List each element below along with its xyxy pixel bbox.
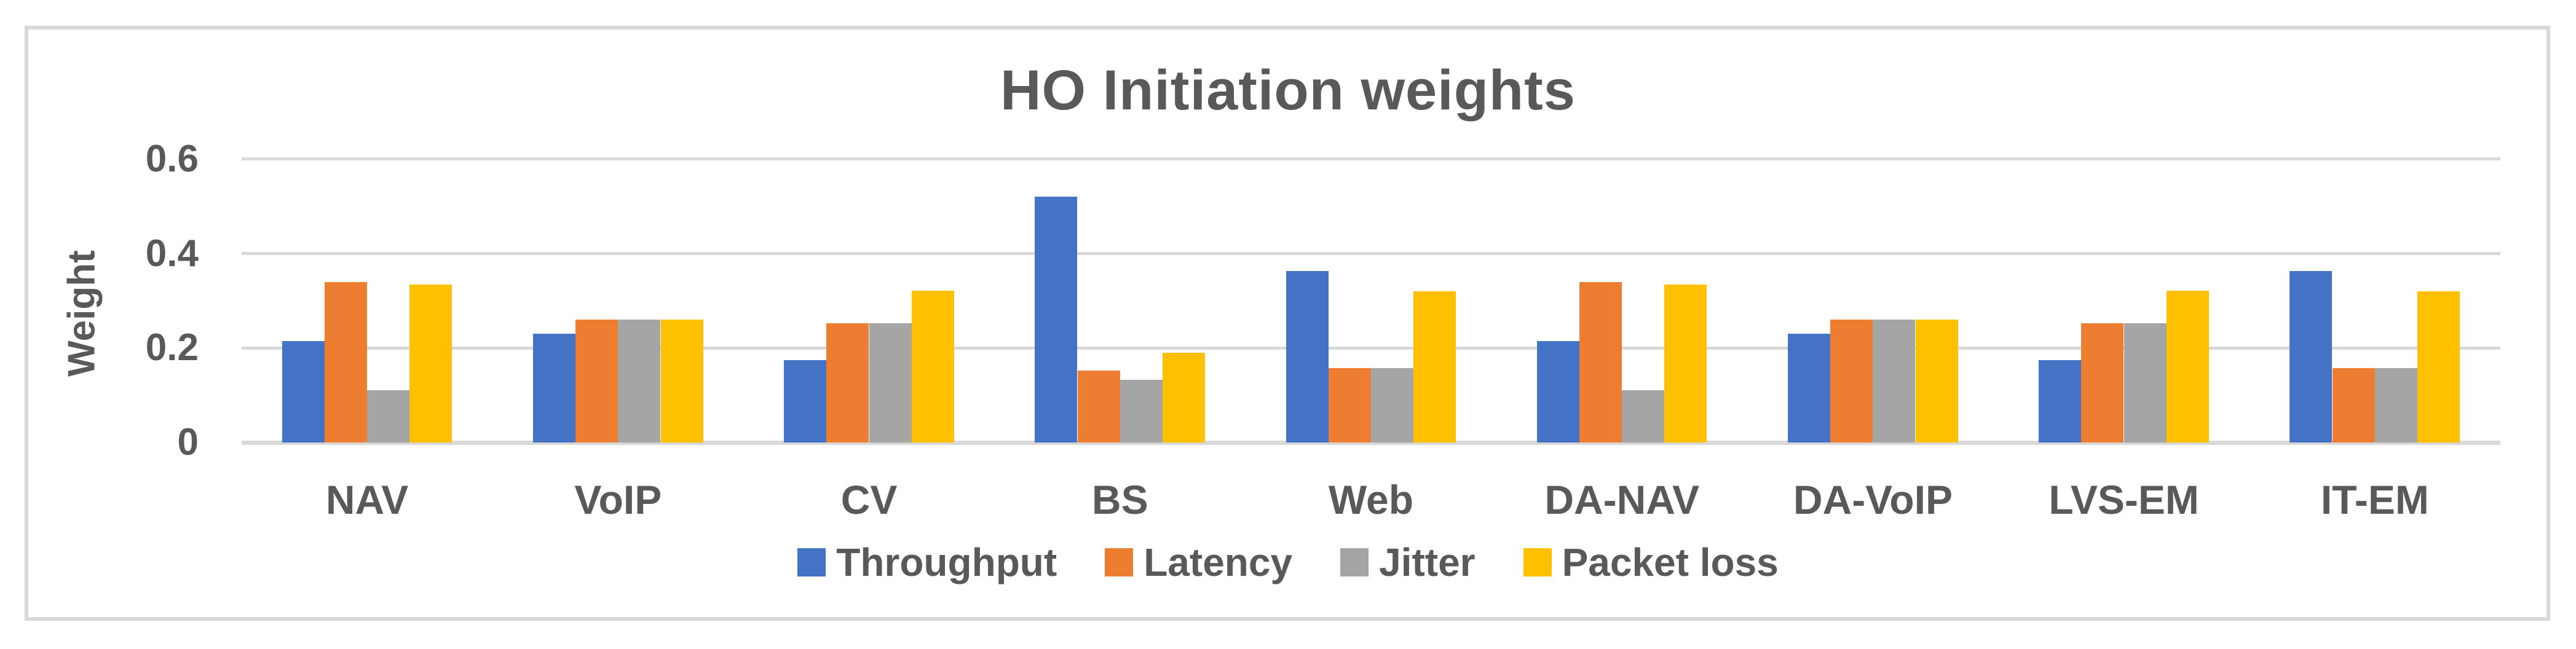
bar-DA-VoIP-packet-loss — [1916, 320, 1958, 442]
bar-CV-jitter — [869, 323, 912, 442]
bar-NAV-latency — [325, 282, 367, 442]
bar-IT-EM-jitter — [2375, 368, 2417, 442]
bar-Web-packet-loss — [1413, 291, 1456, 442]
bar-BS-jitter — [1120, 380, 1163, 442]
legend-item-latency: Latency — [1105, 540, 1292, 585]
legend-swatch-icon — [1523, 548, 1552, 576]
x-category-label-IT-EM: IT-EM — [2320, 477, 2429, 522]
legend-label: Latency — [1144, 540, 1293, 584]
bar-LVS-EM-packet-loss — [2167, 291, 2209, 442]
bar-Web-throughput — [1286, 271, 1329, 442]
bar-LVS-EM-latency — [2081, 323, 2124, 442]
x-category-label-Web: Web — [1328, 477, 1414, 522]
legend: Throughput Latency Jitter Packet loss — [0, 540, 2576, 585]
bar-CV-packet-loss — [912, 291, 954, 442]
y-tick-label-0.4: 0.4 — [145, 232, 199, 275]
bar-VoIP-throughput — [533, 334, 575, 442]
legend-label: Jitter — [1379, 540, 1476, 584]
y-tick-label-0.6: 0.6 — [145, 137, 199, 180]
bar-Web-latency — [1329, 368, 1371, 442]
gridline-0.6 — [242, 157, 2500, 161]
x-category-label-LVS-EM: LVS-EM — [2049, 477, 2199, 522]
bar-CV-throughput — [784, 360, 826, 442]
chart-title: HO Initiation weights — [1000, 59, 1576, 122]
bar-DA-NAV-throughput — [1537, 341, 1579, 442]
x-category-label-NAV: NAV — [325, 477, 409, 522]
bar-BS-latency — [1078, 371, 1120, 442]
bar-BS-throughput — [1035, 197, 1077, 442]
bar-DA-NAV-latency — [1579, 282, 1622, 442]
bar-VoIP-packet-loss — [661, 320, 703, 442]
legend-item-jitter: Jitter — [1340, 540, 1476, 585]
x-category-label-DA-NAV: DA-NAV — [1544, 477, 1700, 522]
bar-DA-VoIP-throughput — [1788, 334, 1830, 442]
y-tick-label-0.2: 0.2 — [145, 326, 199, 369]
bar-IT-EM-latency — [2333, 368, 2375, 442]
legend-swatch-icon — [1340, 548, 1369, 576]
legend-item-packet-loss: Packet loss — [1523, 540, 1779, 585]
bar-Web-jitter — [1371, 368, 1413, 442]
bar-NAV-packet-loss — [409, 285, 452, 442]
legend-swatch-icon — [797, 548, 826, 576]
bar-VoIP-latency — [575, 320, 618, 442]
legend-label: Packet loss — [1562, 540, 1779, 584]
legend-item-throughput: Throughput — [797, 540, 1057, 585]
bar-VoIP-jitter — [618, 320, 660, 442]
legend-label: Throughput — [836, 540, 1057, 584]
bar-IT-EM-throughput — [2290, 271, 2332, 442]
bar-DA-VoIP-jitter — [1873, 320, 1915, 442]
x-category-label-VoIP: VoIP — [574, 477, 662, 522]
x-axis-line — [242, 441, 2500, 445]
bar-CV-latency — [826, 323, 869, 442]
bar-DA-NAV-jitter — [1622, 390, 1664, 442]
bar-LVS-EM-jitter — [2124, 323, 2167, 442]
legend-swatch-icon — [1105, 548, 1134, 576]
gridline-0.2 — [242, 346, 2500, 350]
x-category-label-DA-VoIP: DA-VoIP — [1793, 477, 1953, 522]
gridline-0.4 — [242, 252, 2500, 256]
bar-NAV-jitter — [367, 390, 409, 442]
bar-DA-VoIP-latency — [1830, 320, 1873, 442]
bar-NAV-throughput — [282, 341, 325, 442]
bar-IT-EM-packet-loss — [2417, 291, 2460, 442]
bar-DA-NAV-packet-loss — [1664, 285, 1707, 442]
y-tick-label-0: 0 — [177, 421, 199, 463]
x-category-label-CV: CV — [840, 477, 898, 522]
x-category-label-BS: BS — [1091, 477, 1148, 522]
bar-BS-packet-loss — [1163, 353, 1205, 442]
bar-LVS-EM-throughput — [2039, 360, 2081, 442]
